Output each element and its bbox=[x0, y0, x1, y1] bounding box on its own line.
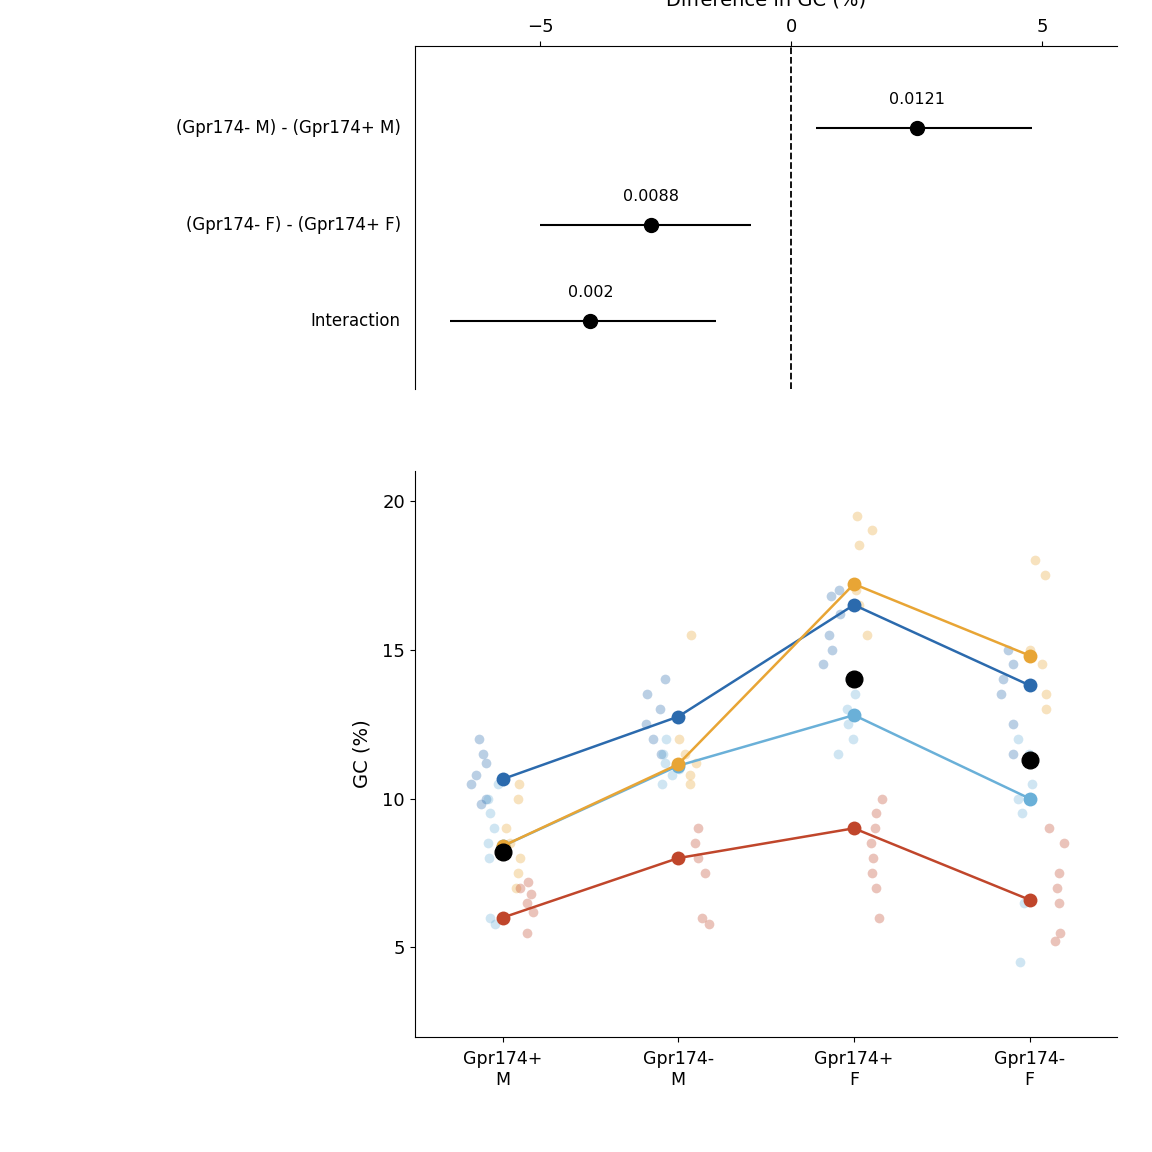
Text: (Gpr174- F) - (Gpr174+ F): (Gpr174- F) - (Gpr174+ F) bbox=[185, 215, 401, 234]
X-axis label: Difference in GC (%): Difference in GC (%) bbox=[666, 0, 866, 10]
Y-axis label: GC (%): GC (%) bbox=[353, 720, 371, 788]
Text: Interaction: Interaction bbox=[311, 312, 401, 331]
Text: 0.002: 0.002 bbox=[568, 286, 613, 301]
Text: (Gpr174- M) - (Gpr174+ M): (Gpr174- M) - (Gpr174+ M) bbox=[176, 119, 401, 137]
Text: 0.0088: 0.0088 bbox=[622, 189, 679, 204]
Text: 0.0121: 0.0121 bbox=[888, 92, 945, 107]
